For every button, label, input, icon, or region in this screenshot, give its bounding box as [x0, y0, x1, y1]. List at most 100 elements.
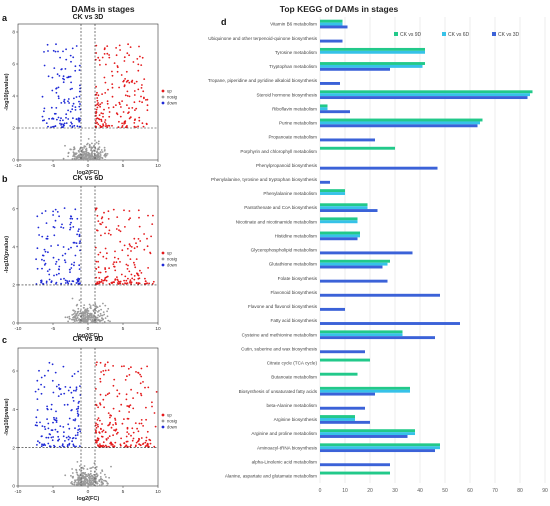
y-tick-label: 4 [12, 407, 15, 413]
up-point [125, 435, 128, 438]
up-point [102, 112, 104, 115]
down-point [47, 369, 50, 372]
down-point [71, 108, 74, 111]
down-point [45, 280, 48, 283]
down-point [78, 445, 81, 447]
left-panel-title: DAMs in stages [71, 4, 135, 14]
down-point [67, 435, 70, 438]
up-point [99, 105, 101, 108]
nosig-point [99, 312, 102, 315]
nosig-point [90, 481, 93, 483]
down-point [78, 264, 81, 267]
plot-frame [17, 185, 159, 324]
down-point [50, 126, 52, 129]
up-point [126, 90, 129, 93]
up-point [99, 380, 102, 383]
nosig-point [98, 146, 101, 149]
bar-ck-vs-9d [320, 189, 345, 193]
down-point [54, 371, 57, 374]
up-point [107, 107, 110, 109]
up-point [127, 264, 129, 267]
down-point [71, 47, 74, 50]
nosig-point [69, 318, 71, 320]
up-point [98, 277, 101, 279]
down-point [41, 267, 43, 270]
down-point [55, 410, 57, 413]
nosig-point [104, 317, 107, 319]
down-point [73, 97, 75, 100]
up-point [107, 88, 109, 91]
up-point [95, 52, 98, 54]
nosig-point [96, 474, 99, 477]
nosig-point [88, 144, 91, 147]
up-point [104, 125, 107, 127]
down-point [66, 76, 69, 79]
up-point [123, 60, 126, 62]
nosig-point [92, 484, 95, 487]
nosig-point [103, 313, 106, 316]
down-point [76, 125, 79, 128]
nosig-point [71, 297, 74, 300]
up-point [120, 74, 123, 76]
up-point [126, 375, 128, 378]
nosig-point [86, 314, 89, 316]
nosig-point [88, 479, 91, 481]
down-point [72, 102, 75, 105]
nosig-point [82, 156, 85, 159]
nosig-point [81, 320, 83, 323]
down-point [78, 90, 81, 93]
up-point [133, 82, 136, 85]
up-point [95, 364, 98, 366]
up-point [101, 56, 104, 59]
nosig-point [86, 468, 89, 470]
bar-ck-vs-9d [320, 471, 390, 475]
down-point [60, 282, 62, 285]
up-point [98, 282, 101, 284]
nosig-point [76, 312, 79, 314]
down-point [71, 437, 74, 440]
up-point [140, 394, 143, 397]
up-point [99, 403, 102, 406]
bar-ck-vs-3d [320, 336, 435, 340]
nosig-point [107, 307, 110, 310]
down-point [58, 75, 61, 77]
up-point [98, 114, 101, 116]
up-point [146, 109, 149, 112]
nosig-point [71, 318, 73, 321]
nosig-point [77, 314, 80, 317]
nosig-point [71, 472, 74, 474]
up-point [113, 256, 116, 259]
down-point [63, 277, 65, 280]
up-point [104, 431, 107, 433]
legend-marker [161, 251, 165, 255]
up-point [107, 437, 109, 439]
down-point [53, 234, 56, 237]
nosig-point [92, 319, 95, 322]
nosig-point [100, 314, 102, 317]
nosig-point [93, 149, 95, 152]
up-point [124, 275, 127, 278]
up-point [131, 81, 134, 83]
down-point [62, 227, 65, 229]
category-label: Fatty acid biosynthesis [271, 318, 318, 323]
bar-ck-vs-9d [320, 259, 390, 263]
down-point [65, 113, 68, 116]
up-point [102, 115, 104, 118]
up-point [127, 417, 130, 420]
down-point [62, 426, 65, 428]
down-point [63, 78, 65, 81]
x-tick-label: 0 [87, 326, 90, 332]
up-point [103, 373, 105, 376]
nosig-point [81, 477, 83, 480]
category-label: Phenylpropanoid biosynthesis [256, 163, 318, 168]
up-point [133, 261, 135, 264]
up-point [124, 94, 127, 97]
up-point [96, 419, 99, 421]
down-point [66, 445, 69, 448]
down-point [63, 207, 66, 210]
down-point [37, 226, 40, 229]
down-point [78, 268, 81, 270]
nosig-point [85, 154, 87, 157]
up-point [114, 269, 117, 272]
up-point [115, 423, 117, 426]
